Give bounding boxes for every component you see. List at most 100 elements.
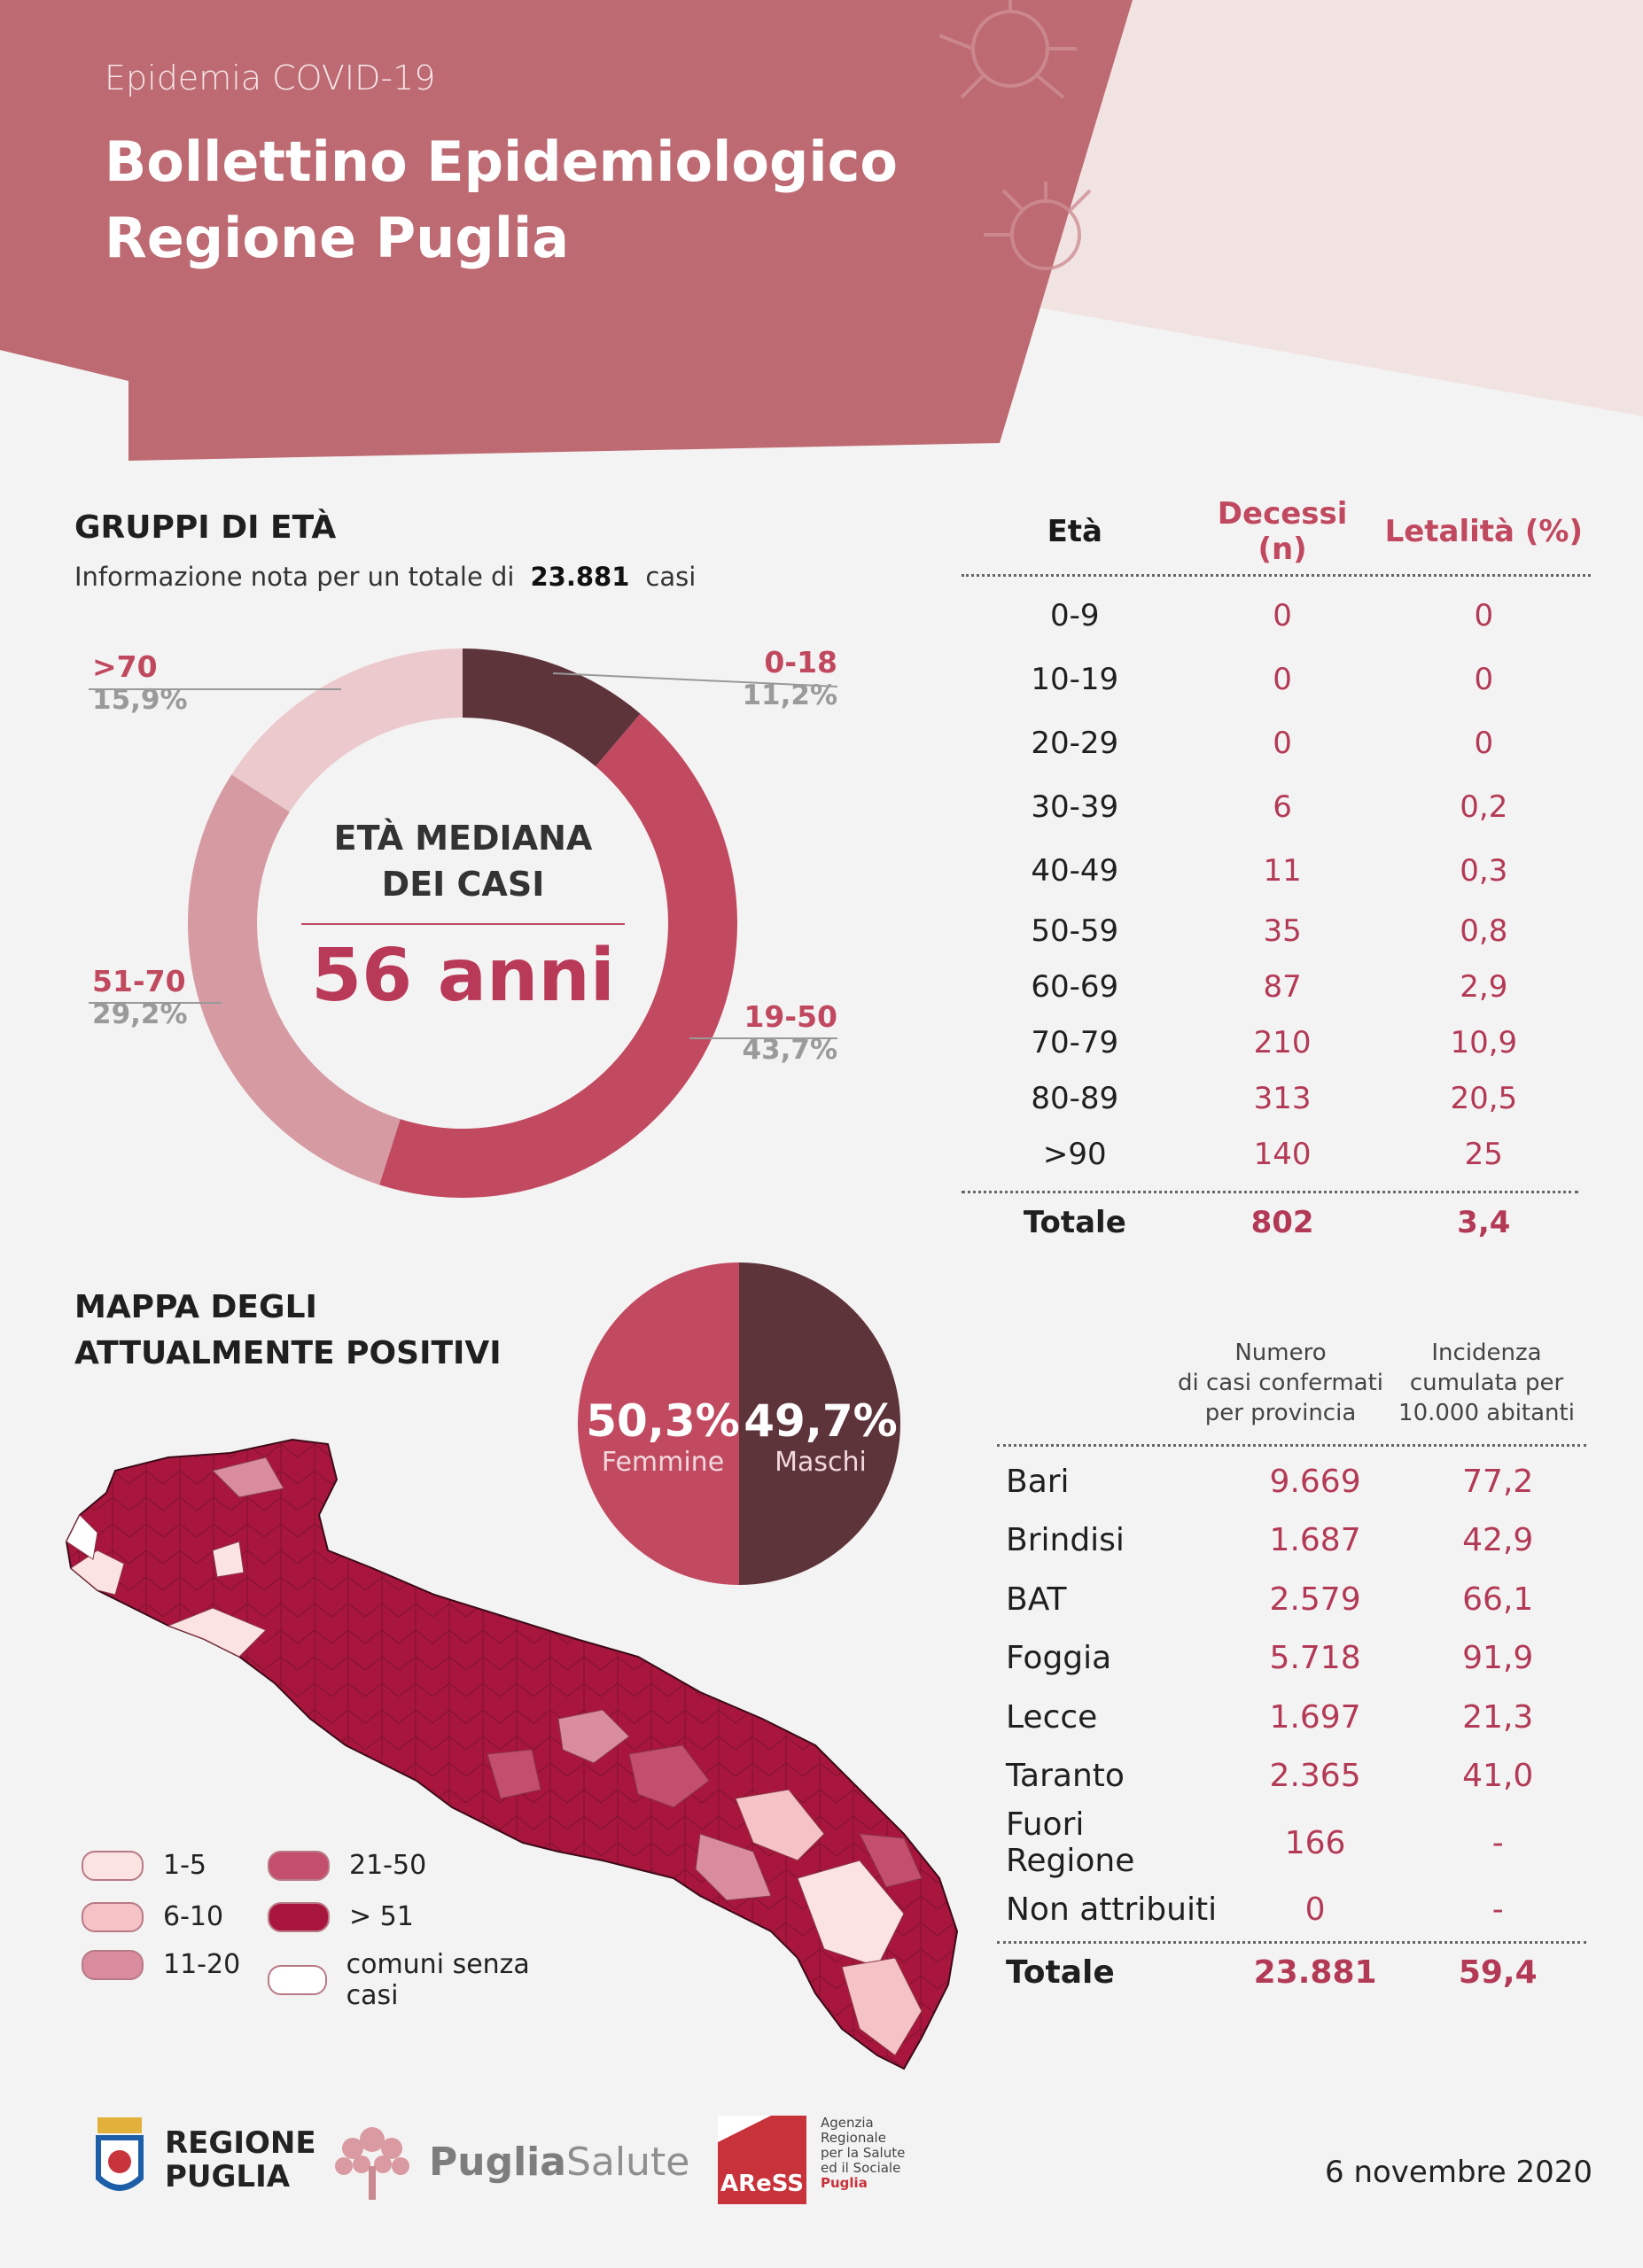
deaths-cell-deaths: 313 — [1253, 1080, 1312, 1116]
header-cases-l2: di casi confermati — [1178, 1370, 1383, 1396]
median-label-1: ETÀ MEDIANA — [333, 819, 593, 858]
header-incidence-l1: Incidenza — [1431, 1340, 1542, 1366]
deaths-header-lethality: Letalità (%) — [1384, 514, 1583, 549]
aress-text-l1: Agenzia — [821, 2115, 874, 2131]
deaths-cell-lethality: 0,3 — [1460, 853, 1508, 889]
median-value: 56 anni — [311, 934, 615, 1018]
deaths-row: 20-29 0 0 — [962, 711, 1591, 775]
age-donut-chart — [187, 649, 737, 1198]
province-cell-cases: 1.697 — [1269, 1698, 1361, 1736]
age-groups-note: Informazione nota per un totale di 23.881… — [74, 562, 696, 592]
legend-label: 21-50 — [349, 1850, 427, 1881]
deaths-row: 50-59 35 0,8 — [962, 903, 1591, 959]
label-over70-name: >70 — [92, 649, 158, 684]
province-total: Totale 23.881 59,4 — [997, 1947, 1586, 1999]
deaths-cell-age: 60-69 — [1031, 968, 1119, 1005]
pie-female-label: 50,3% Femmine — [585, 1395, 741, 1478]
page-title: Bollettino Epidemiologico Regione Puglia — [105, 124, 898, 276]
deaths-header-deaths: Decessi (n) — [1217, 496, 1348, 567]
aress-text: Agenzia Regionale per la Salute ed il So… — [821, 2116, 905, 2191]
map-title: MAPPA DEGLI ATTUALMENTE POSITIVI — [74, 1285, 502, 1377]
note-suffix: casi — [645, 562, 697, 592]
logo-aress: AReSS Agenzia Regionale per la Salute ed… — [718, 2116, 905, 2204]
province-table: Bari 9.669 77,2 Brindisi 1.687 42,9 BAT 2.579 66… — [997, 1452, 1586, 1939]
aress-text-l4: ed il Sociale — [821, 2160, 901, 2176]
deaths-cell-lethality: 0 — [1474, 662, 1494, 697]
legend-swatch — [82, 1850, 144, 1881]
label-0-18-pct: 11,2% — [742, 680, 837, 711]
province-cell-cases: 1.687 — [1269, 1522, 1361, 1559]
logo-regione-puglia: REGIONE PUGLIA — [92, 2117, 316, 2202]
deaths-cell-age: 0-9 — [1050, 598, 1100, 633]
deaths-cell-lethality: 0,8 — [1460, 913, 1508, 949]
deaths-cell-deaths: 0 — [1273, 662, 1292, 697]
deaths-cell-age: 40-49 — [1031, 853, 1119, 889]
deaths-total-pct: 3,4 — [1457, 1205, 1511, 1240]
deaths-cell-deaths: 11 — [1263, 853, 1302, 889]
title-line-1: Bollettino Epidemiologico — [105, 129, 898, 194]
pie-male-slice — [739, 1262, 900, 1585]
regione-text-l1: REGIONE — [165, 2125, 316, 2161]
province-row: Brindisi 1.687 42,9 — [997, 1511, 1586, 1571]
province-cell-incidence: 77,2 — [1462, 1463, 1534, 1500]
legend-label: 11-20 — [163, 1949, 241, 1980]
legend-label: 6-10 — [163, 1901, 224, 1932]
deaths-cell-deaths: 0 — [1273, 598, 1292, 633]
province-cell-cases: 0 — [1304, 1891, 1326, 1928]
male-pct: 49,7% — [744, 1395, 898, 1447]
province-row: Lecce 1.697 21,3 — [997, 1688, 1586, 1747]
regione-text-l2: PUGLIA — [165, 2159, 291, 2194]
map-legend: 1-5 6-10 11-20 21-50 > 51 comuni senza c… — [82, 1850, 578, 2011]
province-cell-name: Brindisi — [1006, 1522, 1125, 1559]
province-cell-cases: 2.365 — [1269, 1758, 1361, 1795]
header-cases-l3: per provincia — [1204, 1400, 1357, 1426]
legend-item-1-5: 1-5 — [82, 1850, 206, 1881]
deaths-header-divider — [962, 574, 1591, 577]
report-date: 6 novembre 2020 — [1325, 2155, 1593, 2190]
province-cell-incidence: - — [1491, 1891, 1504, 1928]
female-pct: 50,3% — [586, 1395, 740, 1447]
label-over70-pct: 15,9% — [92, 684, 188, 716]
deaths-total: Totale 802 3,4 — [962, 1204, 1591, 1241]
map-title-line-1: MAPPA DEGLI — [74, 1289, 317, 1325]
province-cell-incidence: 41,0 — [1462, 1758, 1534, 1795]
header-incidence: Incidenza cumulata per 10.000 abitanti — [1387, 1338, 1586, 1428]
regione-text: REGIONE PUGLIA — [165, 2126, 316, 2194]
deaths-header-age: Età — [1047, 514, 1102, 549]
pie-female-slice — [578, 1262, 739, 1585]
deaths-cell-age: 70-79 — [1031, 1024, 1119, 1060]
province-cell-cases: 166 — [1284, 1824, 1346, 1861]
puglia-salute-text: PugliaSalute — [429, 2140, 689, 2185]
deaths-cell-deaths: 35 — [1263, 913, 1302, 949]
legend-item-11-20: 11-20 — [82, 1949, 240, 1980]
province-cell-name: Taranto — [1006, 1758, 1125, 1795]
province-cell-name: Non attribuiti — [1006, 1891, 1218, 1928]
label-19-50: 19-50 43,7% — [709, 999, 837, 1066]
deaths-cell-deaths: 0 — [1273, 726, 1292, 761]
province-row: Taranto 2.365 41,0 — [997, 1747, 1586, 1806]
province-cell-name: Lecce — [1006, 1698, 1098, 1736]
legend-label: 1-5 — [163, 1850, 206, 1881]
logo-puglia-salute: PugliaSalute — [330, 2122, 689, 2202]
province-cell-name: BAT — [1006, 1581, 1067, 1618]
female-label: Femmine — [601, 1447, 725, 1478]
aress-mark-text: AReSS — [720, 2171, 805, 2197]
puglia-salute-a: Puglia — [429, 2139, 566, 2185]
note-total: 23.881 — [530, 562, 630, 592]
deaths-total-label: Totale — [1023, 1205, 1126, 1240]
header-kicker: Epidemia COVID-19 — [105, 58, 436, 97]
regione-crest-icon — [96, 2117, 144, 2191]
province-row: Bari 9.669 77,2 — [997, 1452, 1586, 1511]
label-51-70-name: 51-70 — [92, 964, 186, 998]
aress-text-l3: per la Salute — [821, 2145, 906, 2161]
label-0-18: 0-18 11,2% — [709, 645, 837, 711]
map-title-line-2: ATTUALMENTE POSITIVI — [74, 1335, 502, 1371]
deaths-cell-deaths: 6 — [1273, 789, 1292, 825]
deaths-cell-age: 80-89 — [1031, 1080, 1119, 1116]
pie-male-label: 49,7% Maschi — [743, 1395, 899, 1478]
province-cell-name: Foggia — [1006, 1640, 1112, 1677]
header-cases: Numero di casi confermati per provincia — [1174, 1338, 1387, 1428]
deaths-cell-lethality: 0,2 — [1460, 789, 1508, 825]
province-cell-name: Bari — [1006, 1463, 1070, 1500]
deaths-cell-age: >90 — [1042, 1136, 1107, 1172]
